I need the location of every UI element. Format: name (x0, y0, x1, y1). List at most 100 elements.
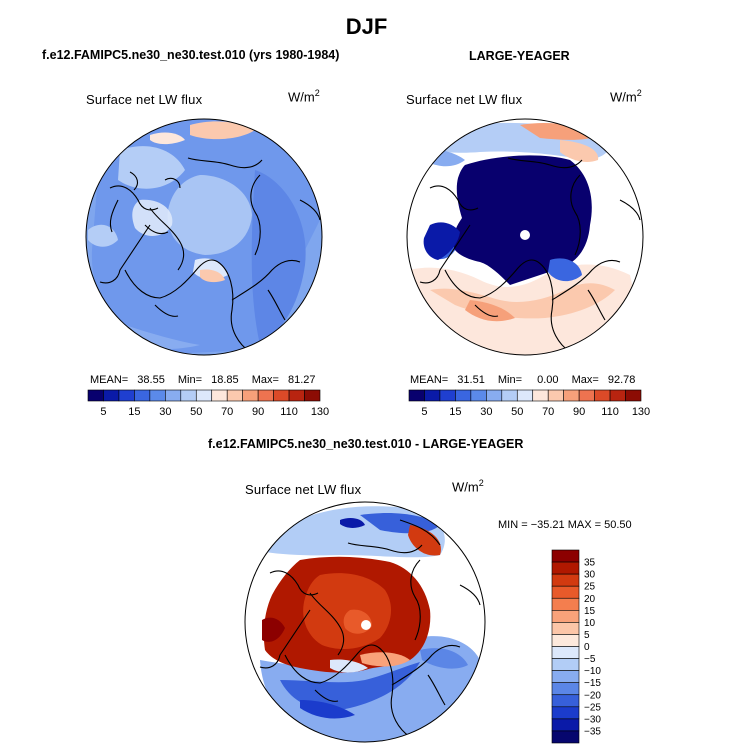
colorbar-diff-tick-label: −5 (584, 654, 596, 665)
colorbar-diff-swatch (551, 622, 580, 635)
colorbar-panel2-swatch (424, 389, 441, 402)
colorbar-diff-tick-label: 10 (584, 618, 596, 629)
colorbar-panel2-tick-label: 130 (632, 406, 650, 418)
panel2-units: W/m2 (610, 88, 642, 105)
panel1-max: 81.27 (287, 374, 316, 386)
colorbar-panel2-swatch (578, 389, 595, 402)
panel1-min-label: Min= (177, 374, 203, 386)
colorbar-panel2-tick-label: 30 (480, 406, 492, 418)
colorbar-panel2-swatch (594, 389, 611, 402)
panel2-mean: 31.51 (457, 374, 485, 386)
panel2-title: LARGE-YEAGER (469, 49, 570, 63)
colorbar-diff-swatch (551, 730, 580, 744)
colorbar-panel1-swatch (211, 389, 228, 402)
colorbar-diff-swatch (551, 561, 580, 575)
colorbar-diff-swatch (551, 670, 580, 683)
season-title: DJF (345, 14, 388, 39)
colorbar-panel2-swatch (516, 389, 534, 402)
colorbar-diff-swatch (551, 646, 580, 659)
colorbar-panel2-tick-label: 15 (449, 406, 461, 418)
colorbar-panel2-tick-label: 110 (601, 406, 619, 418)
colorbar-panel1-swatch (242, 389, 259, 402)
colorbar-panel2-swatch (408, 389, 425, 402)
colorbar-panel2-swatch (563, 389, 580, 402)
colorbar-panel2-tick-label: 90 (573, 406, 585, 418)
colorbar-panel1-tick-label: 90 (252, 406, 264, 418)
colorbar-panel1-swatch (165, 389, 182, 402)
panel2-max-label: Max= (571, 374, 599, 386)
colorbar-diff-swatch (551, 585, 580, 599)
colorbar-diff-tick-label: 35 (584, 558, 596, 569)
colorbar-panel2-tick-label: 70 (542, 406, 554, 418)
colorbar-panel1-swatch (118, 389, 135, 402)
colorbar-panel2-swatch (609, 389, 626, 402)
panel3-field-label: Surface net LW flux (245, 482, 362, 497)
panel2-mean-label: MEAN= (410, 374, 449, 386)
colorbar-panel1-swatch (288, 389, 305, 402)
colorbar-diff-tick-label: −25 (584, 702, 601, 713)
colorbar-panel2-swatch (532, 389, 549, 402)
colorbar-diff-swatch (551, 706, 580, 720)
colorbar-panel2-swatch (625, 389, 642, 402)
colorbar-diff-tick-label: 25 (584, 582, 596, 593)
colorbar-panel1-tick-label: 5 (100, 406, 106, 418)
colorbar-panel2-swatch (547, 389, 564, 402)
map2-polar-map (406, 118, 644, 356)
colorbar-panel2-swatch (455, 389, 472, 402)
colorbar-diff-swatch (551, 597, 580, 611)
panel1-units: W/m2 (288, 88, 320, 105)
colorbar-diff-tick-label: −35 (584, 726, 601, 737)
colorbar-diff-tick-label: 20 (584, 594, 596, 605)
colorbar-panel1-swatch (149, 389, 166, 402)
colorbar-panel2-swatch (486, 389, 503, 402)
colorbar-panel1-swatch (103, 389, 120, 402)
panel3-minmax: MIN = −35.21 MAX = 50.50 (498, 519, 632, 531)
colorbar-panel1-tick-label: 70 (221, 406, 233, 418)
panel2-min: 0.00 (537, 374, 559, 386)
colorbar-panel1-tick-label: 110 (280, 406, 298, 418)
colorbar-diff-swatch (551, 682, 580, 696)
colorbar-diff-swatch (551, 658, 580, 671)
colorbar-panel1-swatch (226, 389, 243, 402)
colorbar-diff-swatch (551, 634, 580, 647)
colorbar-panel2: 5 15 30 50 70 90 110 130 (408, 389, 650, 418)
panel1-mean: 38.55 (137, 374, 165, 386)
colorbar-diff-swatch (551, 573, 580, 587)
colorbar-diff-tick-label: 5 (584, 630, 590, 641)
colorbar-diff-tick-label: −20 (584, 690, 601, 701)
panel2-min-label: Min= (497, 374, 523, 386)
colorbar-panel1-tick-label: 30 (159, 406, 171, 418)
panel2-max: 92.78 (607, 374, 636, 386)
panel1-field-label: Surface net LW flux (86, 92, 203, 107)
colorbar-diff-tick-label: −15 (584, 678, 601, 689)
colorbar-panel1-swatch (195, 389, 213, 402)
map1-polar-map (85, 118, 323, 356)
colorbar-panel1-swatch (134, 389, 151, 402)
colorbar-diff-swatch (551, 694, 580, 708)
panel2-field-label: Surface net LW flux (406, 92, 523, 107)
colorbar-diff-swatch (551, 718, 580, 732)
colorbar-panel1-swatch (273, 389, 290, 402)
colorbar-panel2-tick-label: 5 (421, 406, 427, 418)
panel1-mean-label: MEAN= (90, 374, 129, 386)
colorbar-panel2-swatch (501, 389, 518, 402)
colorbar-diff-swatch (551, 610, 580, 623)
map3-polar-map (244, 501, 486, 743)
colorbar-panel1-tick-label: 130 (311, 406, 329, 418)
panel1-title: f.e12.FAMIPC5.ne30_ne30.test.010 (yrs 19… (42, 48, 340, 62)
colorbar-panel1-tick-label: 50 (190, 406, 202, 418)
colorbar-diff-tick-label: −10 (584, 666, 601, 677)
panel3-units: W/m2 (452, 478, 484, 495)
colorbar-panel1-tick-label: 15 (128, 406, 140, 418)
colorbar-panel2-swatch (470, 389, 487, 402)
panel1-min: 18.85 (211, 374, 239, 386)
colorbar-diff-tick-label: 0 (584, 642, 590, 653)
panel1-max-label: Max= (251, 374, 279, 386)
colorbar-diff-tick-label: 15 (584, 606, 596, 617)
panel1-stats: MEAN= 38.55 Min= 18.85 Max= 81.27 (90, 374, 316, 386)
panel2-stats: MEAN= 31.51 Min= 0.00 Max= 92.78 (410, 374, 635, 386)
colorbar-panel1-swatch (180, 389, 197, 402)
colorbar-panel1: 5 15 30 50 70 90 110 130 (87, 389, 329, 418)
